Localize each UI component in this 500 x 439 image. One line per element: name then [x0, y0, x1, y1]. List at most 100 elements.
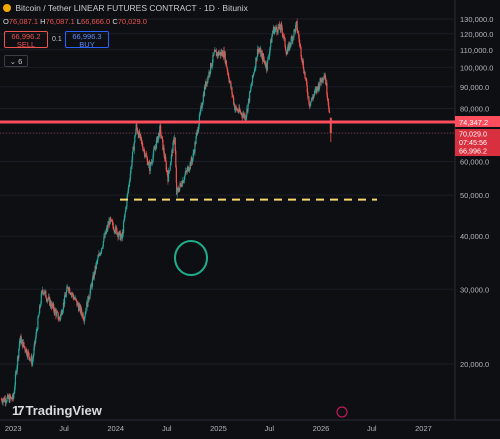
candle-body: [177, 188, 179, 191]
candle-body: [319, 78, 321, 86]
candle-body: [274, 28, 276, 30]
symbol-title[interactable]: Bitcoin / Tether LINEAR FUTURES CONTRACT…: [15, 3, 248, 13]
candle-body: [24, 347, 26, 351]
candle-body: [308, 103, 311, 107]
tradingview-logo[interactable]: 17 TradingView: [12, 403, 102, 418]
candle-body: [87, 296, 90, 301]
candle-body: [267, 57, 270, 59]
candle-body: [281, 24, 283, 29]
candle-body: [284, 38, 286, 47]
candle-body: [167, 170, 170, 182]
candle-body: [141, 140, 143, 143]
candle-body: [75, 299, 77, 301]
candle-body: [14, 374, 17, 386]
candle-body: [180, 183, 182, 187]
candle-body: [127, 190, 129, 194]
candle-body: [269, 51, 271, 57]
candle-body: [137, 132, 139, 134]
candle-body: [313, 94, 315, 96]
candle-body: [271, 36, 273, 43]
y-tick-label: 90,000.0: [460, 83, 489, 92]
sell-button[interactable]: 66,996.2 SELL: [4, 31, 48, 49]
candle-body: [59, 318, 61, 320]
candle-body: [202, 102, 204, 106]
candle-body: [218, 51, 220, 56]
buy-label: BUY: [79, 40, 95, 49]
candle-body: [185, 171, 187, 175]
candle-body: [72, 293, 74, 297]
candle-body: [91, 279, 93, 287]
candle-body: [314, 90, 316, 92]
candle-body: [160, 125, 162, 135]
candle-body: [9, 395, 11, 403]
candle-body: [320, 78, 322, 82]
candle-body: [209, 72, 211, 75]
candle-body: [235, 106, 237, 109]
candle-body: [321, 77, 323, 81]
candle-body: [299, 43, 301, 45]
candle-body: [289, 42, 291, 45]
candle-body: [286, 51, 288, 55]
candle-body: [328, 107, 330, 112]
buy-button[interactable]: 66,996.3 BUY: [65, 31, 109, 49]
candle-body: [292, 36, 295, 38]
y-tick-label: 40,000.0: [460, 232, 489, 241]
candle-body: [147, 164, 149, 166]
candle-body: [274, 29, 276, 34]
candle-body: [329, 111, 331, 113]
candle-body: [161, 136, 163, 140]
candle-body: [256, 56, 258, 62]
candle-body: [268, 56, 270, 58]
candle-body: [65, 291, 67, 297]
indicators-toggle[interactable]: ⌄ 6: [4, 55, 28, 67]
last-price-label: 07:45:56: [459, 138, 487, 147]
candle-body: [279, 24, 281, 29]
candle-body: [322, 79, 325, 80]
candle-body: [32, 358, 34, 363]
candle-body: [102, 241, 104, 247]
candle-body: [254, 68, 256, 72]
candle-body: [293, 29, 295, 37]
candle-body: [213, 52, 215, 56]
candle-body: [94, 265, 96, 274]
candle-body: [36, 330, 38, 332]
candle-body: [311, 97, 313, 99]
candle-body: [226, 66, 228, 69]
candle-body: [121, 232, 124, 239]
candle-body: [54, 308, 56, 314]
candle-body: [133, 142, 135, 151]
candle-body: [38, 305, 41, 314]
candle-body: [65, 296, 67, 298]
candle-body: [192, 158, 194, 162]
candle-body: [136, 127, 138, 133]
candle-body: [151, 162, 153, 163]
candle-body: [165, 156, 167, 162]
candle-body: [111, 219, 113, 222]
candle-body: [32, 354, 35, 359]
candle-body: [96, 261, 98, 262]
candle-body: [15, 371, 17, 375]
candle-body: [18, 343, 20, 349]
candle-body: [292, 36, 294, 42]
candle-body: [297, 32, 299, 34]
candle-body: [228, 78, 230, 82]
candle-body: [286, 53, 288, 55]
candle-body: [33, 347, 35, 355]
candle-body: [182, 181, 184, 184]
candle-body: [296, 21, 298, 31]
candle-body: [195, 136, 197, 144]
candle-body: [276, 32, 279, 34]
candle-body: [169, 170, 171, 172]
candle-body: [100, 251, 102, 253]
candle-body: [67, 286, 69, 289]
candle-body: [77, 302, 79, 306]
candle-body: [265, 63, 268, 69]
candle-body: [151, 161, 154, 163]
candle-body: [44, 291, 46, 294]
candle-body: [95, 262, 97, 269]
candle-body: [98, 253, 100, 257]
candle-body: [290, 44, 292, 46]
candle-body: [5, 402, 7, 404]
